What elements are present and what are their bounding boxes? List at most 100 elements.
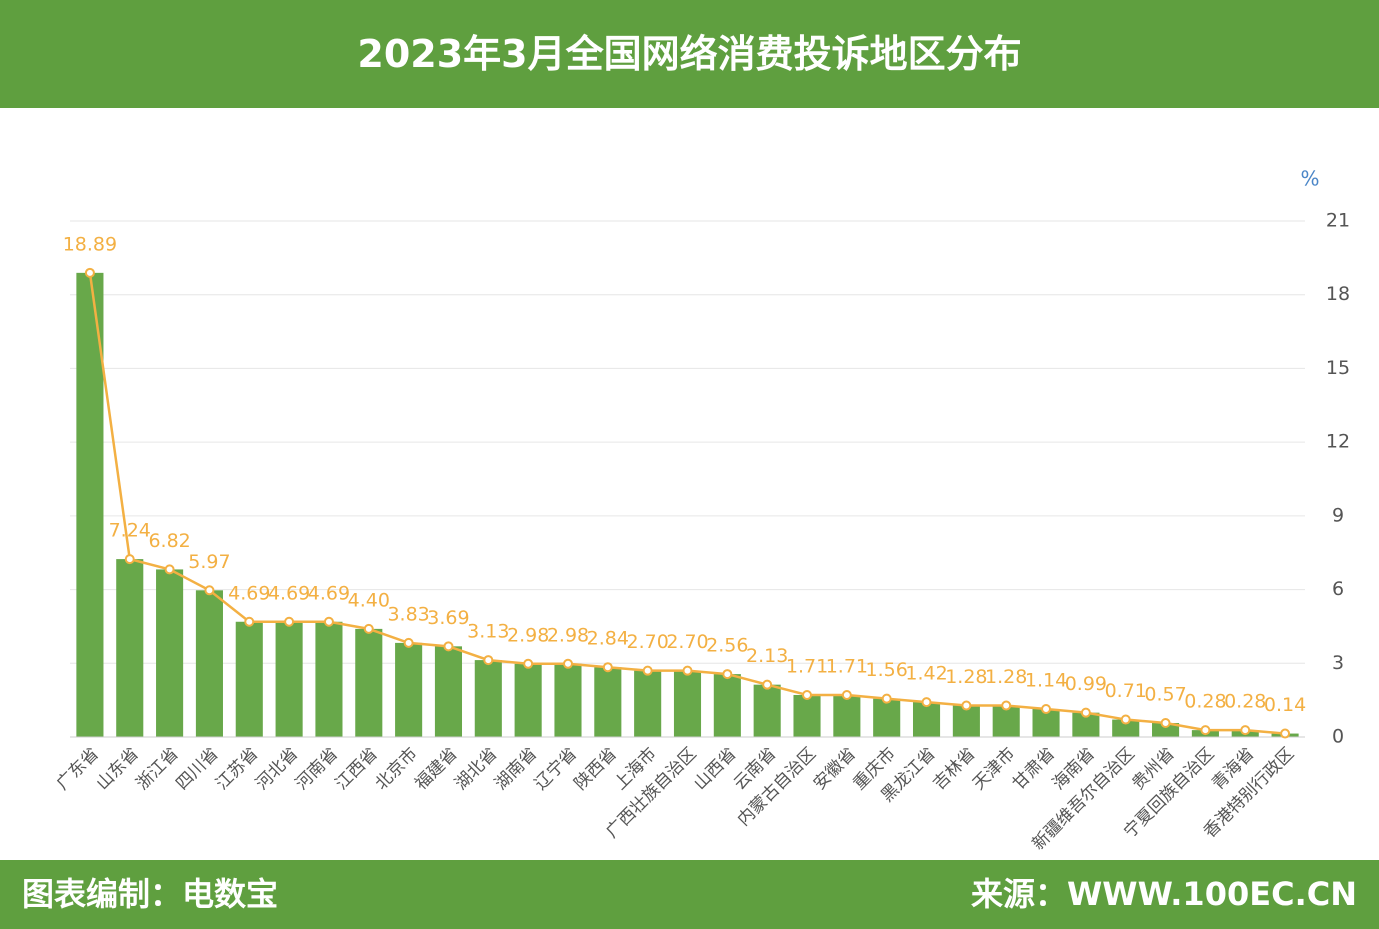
line-point xyxy=(1200,725,1211,736)
bar xyxy=(594,667,622,737)
bar xyxy=(554,663,582,737)
line-point xyxy=(164,564,175,575)
y-tick-label: 21 xyxy=(1326,210,1350,232)
y-tick-label: 18 xyxy=(1326,283,1350,305)
data-label: 3.69 xyxy=(427,607,469,629)
data-label: 2.56 xyxy=(706,635,748,657)
bar xyxy=(275,621,303,737)
data-label: 3.13 xyxy=(467,621,509,643)
line-point xyxy=(602,662,613,673)
bar xyxy=(673,670,702,737)
bar xyxy=(434,646,463,737)
y-tick-label: 9 xyxy=(1332,504,1344,526)
x-tick-label: 山东省 xyxy=(93,744,143,794)
data-label: 4.69 xyxy=(308,582,350,604)
data-label: 2.98 xyxy=(507,624,549,646)
line-point xyxy=(1160,717,1171,728)
data-label: 1.56 xyxy=(866,659,908,681)
line-point xyxy=(363,623,374,634)
data-label: 0.99 xyxy=(1065,673,1107,695)
data-label: 3.83 xyxy=(387,603,429,625)
bar xyxy=(235,621,263,737)
data-label: 0.28 xyxy=(1224,691,1266,713)
line-point xyxy=(562,658,573,669)
data-label: 1.14 xyxy=(1025,669,1067,691)
line xyxy=(88,272,1286,735)
line-point xyxy=(722,669,733,680)
chart: % 0 3 6 9 12 15 18 21 广东省山东省浙江省四川省江苏省河北省河南省江西省北京市… xyxy=(53,167,1350,855)
bar xyxy=(355,628,383,737)
x-tick-label: 江西省 xyxy=(332,744,382,794)
bar xyxy=(395,642,423,737)
bar xyxy=(634,670,662,737)
line-point xyxy=(483,655,494,666)
line-point xyxy=(881,693,892,704)
line-point xyxy=(403,637,414,648)
bar xyxy=(833,694,861,737)
line-point xyxy=(1041,703,1052,714)
footer-right: 来源：WWW.100EC.CN xyxy=(970,875,1357,913)
data-label: 4.40 xyxy=(348,589,390,611)
title: 2023年3月全国网络消费投诉地区分布 xyxy=(357,32,1022,76)
x-tick-label: 河北省 xyxy=(252,744,302,794)
footer-left: 图表编制：电数宝 xyxy=(22,875,279,913)
line-point xyxy=(1120,714,1131,725)
data-label: 2.98 xyxy=(547,624,589,646)
bar xyxy=(474,660,502,737)
line-point xyxy=(84,267,95,278)
x-tick-label: 湖南省 xyxy=(491,744,541,794)
x-tick-label: 辽宁省 xyxy=(531,744,581,794)
bar xyxy=(873,698,901,737)
y-unit: % xyxy=(1300,167,1319,191)
line-point xyxy=(961,700,972,711)
y-tick-label: 6 xyxy=(1332,578,1344,600)
data-label: 1.42 xyxy=(905,663,947,685)
bar xyxy=(753,684,781,737)
bar xyxy=(992,705,1020,737)
bar xyxy=(514,663,542,737)
bar xyxy=(156,569,184,737)
data-label: 1.28 xyxy=(945,666,987,688)
line-point xyxy=(1280,728,1291,739)
x-tick-label: 陕西省 xyxy=(571,744,621,794)
data-label: 1.71 xyxy=(826,655,868,677)
line-point xyxy=(443,641,454,652)
bar xyxy=(793,694,821,737)
x-tick-label: 四川省 xyxy=(172,744,222,794)
bar xyxy=(116,559,144,737)
data-label: 0.57 xyxy=(1144,683,1186,705)
x-tick-label: 湖北省 xyxy=(451,744,501,794)
line-point xyxy=(762,679,773,690)
line-point xyxy=(323,616,334,627)
data-label: 1.28 xyxy=(985,666,1027,688)
data-label: 0.14 xyxy=(1264,694,1306,716)
bar xyxy=(195,590,223,737)
data-label: 5.97 xyxy=(188,551,230,573)
data-label: 2.84 xyxy=(587,628,629,650)
x-tick-label: 浙江省 xyxy=(132,744,182,794)
line-point xyxy=(523,658,534,669)
x-tick-label: 山西省 xyxy=(690,744,740,794)
y-tick-label: 3 xyxy=(1332,652,1344,674)
data-label: 2.13 xyxy=(746,645,788,667)
bar xyxy=(912,702,941,737)
x-tick-label: 福建省 xyxy=(411,744,461,794)
y-tick-label: 15 xyxy=(1326,357,1350,379)
x-tick-label: 甘肃省 xyxy=(1009,744,1059,794)
header: 2023年3月全国网络消费投诉地区分布 xyxy=(0,0,1379,108)
line-point xyxy=(1240,725,1251,736)
x-tick-label: 广东省 xyxy=(53,744,103,794)
data-label: 0.71 xyxy=(1105,680,1147,702)
line-point xyxy=(642,665,653,676)
bar xyxy=(952,705,980,737)
bar xyxy=(1152,722,1180,737)
x-tick-label: 安徽省 xyxy=(810,744,860,794)
data-label: 18.89 xyxy=(63,233,117,255)
x-tick-label: 天津市 xyxy=(969,744,1019,794)
line-point xyxy=(682,665,693,676)
x-tick-label: 河南省 xyxy=(292,744,342,794)
data-label: 6.82 xyxy=(148,530,190,552)
bar xyxy=(713,674,741,737)
line-point xyxy=(124,554,135,565)
line-point xyxy=(802,689,813,700)
